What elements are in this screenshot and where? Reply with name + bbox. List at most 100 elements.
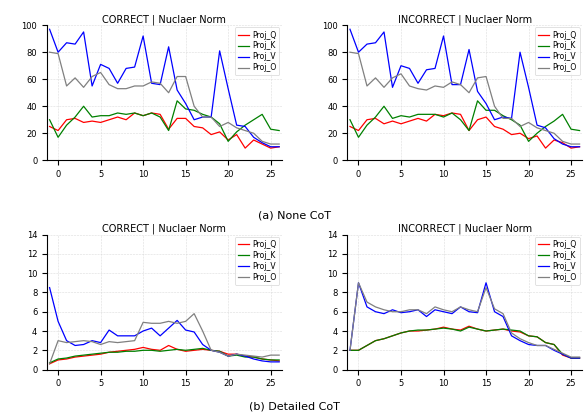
Proj_V	[139, 328, 146, 333]
Proj_Q	[491, 328, 498, 333]
Proj_V	[267, 360, 274, 365]
Proj_O	[491, 306, 498, 311]
Proj_Q	[542, 340, 549, 345]
Proj_Q	[242, 146, 249, 151]
Proj_O	[550, 347, 557, 352]
Proj_Q	[500, 327, 507, 332]
Proj_O	[259, 354, 266, 360]
Proj_K	[97, 113, 104, 118]
Proj_O	[363, 84, 370, 89]
Proj_Q	[550, 342, 557, 347]
Proj_K	[508, 328, 515, 333]
Proj_K	[525, 333, 532, 339]
Proj_K	[216, 121, 223, 126]
Proj_V	[432, 66, 439, 71]
Proj_K	[483, 328, 490, 333]
Proj_O	[233, 352, 240, 357]
Proj_Q	[80, 354, 87, 359]
Proj_Q	[567, 146, 574, 151]
Proj_K	[148, 110, 155, 116]
Proj_K	[208, 115, 215, 120]
Proj_O	[148, 321, 155, 326]
Proj_V	[457, 304, 464, 310]
Title: CORRECT | Nuclaer Norm: CORRECT | Nuclaer Norm	[102, 224, 226, 234]
Proj_K	[406, 115, 413, 120]
Proj_V	[474, 89, 481, 94]
Proj_Q	[55, 357, 62, 362]
Proj_K	[363, 343, 370, 348]
Proj_O	[72, 75, 79, 80]
Proj_K	[372, 115, 379, 120]
Proj_O	[474, 75, 481, 80]
Proj_O	[525, 340, 532, 345]
Proj_O	[106, 82, 113, 87]
Proj_Q	[173, 116, 181, 121]
Proj_Q	[550, 137, 557, 142]
Proj_K	[97, 351, 104, 356]
Proj_K	[80, 353, 87, 358]
Proj_O	[576, 354, 583, 360]
Title: INCORRECT | Nuclaer Norm: INCORRECT | Nuclaer Norm	[397, 14, 532, 25]
Proj_O	[208, 115, 215, 120]
Proj_Q	[483, 328, 490, 333]
Proj_K	[389, 333, 396, 339]
Proj_O	[508, 116, 515, 121]
Proj_V	[216, 350, 223, 355]
Proj_V	[63, 40, 70, 45]
Proj_K	[397, 331, 405, 336]
Proj_Q	[97, 352, 104, 357]
Proj_Q	[516, 329, 523, 334]
Proj_K	[432, 112, 439, 117]
Line: Proj_V: Proj_V	[350, 283, 580, 358]
Proj_K	[131, 349, 138, 354]
Proj_O	[276, 142, 283, 147]
Proj_V	[173, 87, 181, 92]
Proj_V	[208, 115, 215, 120]
Text: (a) None CoT: (a) None CoT	[258, 210, 330, 220]
Proj_O	[233, 125, 240, 130]
Proj_V	[131, 65, 138, 70]
Proj_K	[389, 116, 396, 121]
Proj_V	[559, 142, 566, 147]
Proj_V	[372, 309, 379, 314]
Proj_Q	[46, 361, 53, 366]
Proj_Q	[525, 136, 532, 141]
Proj_V	[148, 326, 155, 331]
Proj_K	[406, 328, 413, 333]
Proj_K	[576, 355, 583, 360]
Line: Proj_V: Proj_V	[350, 29, 580, 147]
Proj_Q	[380, 336, 387, 341]
Proj_K	[182, 348, 189, 353]
Line: Proj_O: Proj_O	[49, 314, 279, 364]
Proj_O	[122, 339, 129, 344]
Proj_Q	[191, 348, 198, 353]
Proj_Q	[483, 115, 490, 120]
Proj_O	[199, 328, 206, 333]
Proj_O	[533, 343, 540, 348]
Proj_K	[466, 325, 473, 330]
Proj_K	[355, 348, 362, 353]
Proj_Q	[267, 146, 274, 151]
Proj_O	[508, 331, 515, 336]
Proj_V	[440, 309, 447, 314]
Proj_K	[259, 357, 266, 362]
Proj_K	[449, 327, 456, 332]
Proj_K	[380, 336, 387, 341]
Proj_O	[80, 338, 87, 343]
Line: Proj_O: Proj_O	[350, 52, 580, 144]
Proj_Q	[131, 347, 138, 352]
Proj_V	[355, 280, 362, 285]
Proj_K	[267, 127, 274, 132]
Proj_Q	[559, 140, 566, 145]
Proj_V	[165, 44, 172, 49]
Proj_V	[533, 123, 540, 128]
Proj_V	[250, 357, 257, 362]
Line: Proj_V: Proj_V	[49, 288, 279, 362]
Proj_K	[380, 104, 387, 109]
Proj_K	[72, 354, 79, 359]
Proj_V	[225, 354, 232, 359]
Proj_V	[72, 42, 79, 47]
Proj_O	[165, 90, 172, 95]
Proj_K	[114, 110, 121, 116]
Proj_O	[355, 280, 362, 285]
